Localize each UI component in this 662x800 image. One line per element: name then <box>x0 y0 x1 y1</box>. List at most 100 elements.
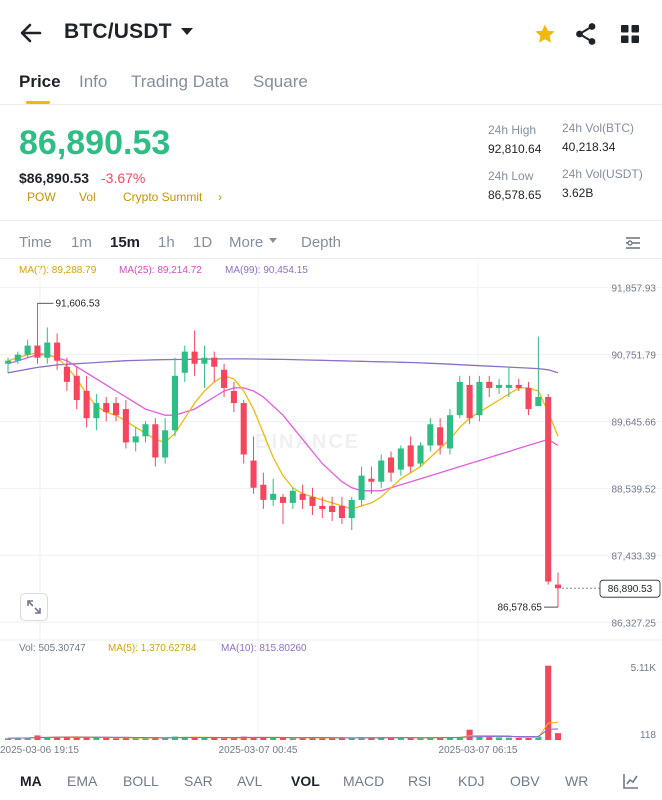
candle-body <box>221 369 228 388</box>
volume-bar <box>230 737 237 740</box>
tf-time[interactable]: Time <box>19 234 52 251</box>
volume-bar <box>437 737 444 740</box>
candle-body <box>299 493 306 500</box>
price-change: -3.67% <box>101 170 146 186</box>
expand-icon[interactable] <box>20 593 48 621</box>
chevron-right-icon[interactable]: › <box>218 190 222 204</box>
back-arrow-icon[interactable] <box>18 20 44 46</box>
candle-body <box>554 584 562 589</box>
caret-down-icon[interactable] <box>181 28 193 35</box>
volume-bar <box>260 737 267 740</box>
candlestick-chart[interactable]: 91,857.93 90,751.79 89,645.66 88,539.52 87,4… <box>0 260 662 800</box>
ma99-legend: MA(99): 90,454.15 <box>225 265 308 276</box>
ind-macd[interactable]: MACD <box>343 773 385 789</box>
vol-ma5-line <box>7 721 559 739</box>
volume-bar <box>191 737 198 740</box>
divider <box>0 258 662 259</box>
high-label: 24h High <box>488 123 537 137</box>
ind-sar[interactable]: SAR <box>184 773 213 789</box>
candle-body <box>24 345 31 355</box>
candle-body <box>496 384 503 388</box>
candle-body <box>515 384 522 388</box>
ind-kdj[interactable]: KDJ <box>458 773 485 789</box>
ind-wr[interactable]: WR <box>565 773 589 789</box>
candle-body <box>103 403 110 413</box>
divider <box>0 104 662 105</box>
candle-body <box>466 384 473 419</box>
tf-1m[interactable]: 1m <box>71 234 92 251</box>
vol-ma10-legend: MA(10): 815.80260 <box>221 643 307 654</box>
y-tick-label: 86,327.25 <box>612 618 657 629</box>
tag-crypto-summit[interactable]: Crypto Summit <box>123 190 203 204</box>
low-annotation: 86,578.65 <box>498 603 543 614</box>
tab-info[interactable]: Info <box>79 72 108 91</box>
more-caret-icon[interactable] <box>269 238 277 243</box>
y-tick-label: 88,539.52 <box>612 484 657 495</box>
low-value: 86,578.65 <box>488 188 542 202</box>
ma7-line <box>7 352 559 510</box>
candle-body <box>34 345 41 358</box>
usd-price: $86,890.53 <box>19 170 90 186</box>
tf-depth[interactable]: Depth <box>301 234 342 251</box>
candle-body <box>407 445 414 467</box>
tag-vol[interactable]: Vol <box>79 190 96 204</box>
volume-bar <box>319 738 326 740</box>
candle-body <box>44 342 51 358</box>
tab-square[interactable]: Square <box>253 72 308 91</box>
ind-obv[interactable]: OBV <box>510 773 540 789</box>
volume-bar <box>63 736 70 740</box>
candle-body <box>211 357 218 367</box>
ma99-line <box>7 358 559 374</box>
tf-1d[interactable]: 1D <box>193 234 213 251</box>
tab-trading-data[interactable]: Trading Data <box>131 72 229 91</box>
vol-legend: Vol: 505.30747 <box>19 643 86 654</box>
high-value: 92,810.64 <box>488 142 542 156</box>
candle-body <box>535 397 542 407</box>
ind-ema[interactable]: EMA <box>67 773 98 789</box>
chart-settings-icon[interactable] <box>624 234 642 252</box>
indicator-settings-icon[interactable] <box>622 772 640 790</box>
volume-bar <box>525 737 532 740</box>
volume-bar <box>201 737 208 740</box>
star-icon[interactable] <box>533 22 557 46</box>
candle-body <box>525 387 532 410</box>
volume-bar <box>476 736 483 740</box>
candle-body <box>93 403 100 419</box>
volume-bar <box>554 733 562 740</box>
share-icon[interactable] <box>575 22 597 46</box>
volume-bar <box>44 737 51 740</box>
volume-bar <box>250 737 257 740</box>
candle-body <box>250 460 257 488</box>
volume-bar <box>496 737 503 740</box>
ind-ma[interactable]: MA <box>20 773 42 789</box>
ma25-line <box>7 354 559 492</box>
volume-bar <box>397 737 404 740</box>
ind-vol[interactable]: VOL <box>291 773 320 789</box>
ind-rsi[interactable]: RSI <box>408 773 432 789</box>
volume-bar <box>358 737 365 740</box>
ind-avl[interactable]: AVL <box>237 773 263 789</box>
candle-body <box>427 424 434 446</box>
volume-bar <box>329 738 336 740</box>
ind-boll[interactable]: BOLL <box>123 773 159 789</box>
watermark: BINANCE <box>255 431 360 453</box>
candle-body <box>240 403 247 455</box>
tf-15m[interactable]: 15m <box>110 234 141 251</box>
candle-body <box>387 457 395 473</box>
grid-icon[interactable] <box>620 24 640 44</box>
candle-body <box>505 384 512 388</box>
volume-bar <box>545 665 552 740</box>
tf-more[interactable]: More <box>229 234 264 251</box>
candle-body <box>201 357 208 364</box>
volume-bar <box>348 738 355 740</box>
tab-price[interactable]: Price <box>19 72 61 91</box>
top-bar: BTC/USDT <box>0 0 662 66</box>
volume-bar <box>73 737 80 740</box>
volume-bar <box>132 738 139 740</box>
tf-1h[interactable]: 1h <box>158 234 175 251</box>
volume-bar <box>122 737 129 740</box>
ma25-legend: MA(25): 89,214.72 <box>119 265 202 276</box>
tag-pow[interactable]: POW <box>27 190 56 204</box>
pair-title[interactable]: BTC/USDT <box>64 20 172 43</box>
volume-bar <box>181 736 188 740</box>
